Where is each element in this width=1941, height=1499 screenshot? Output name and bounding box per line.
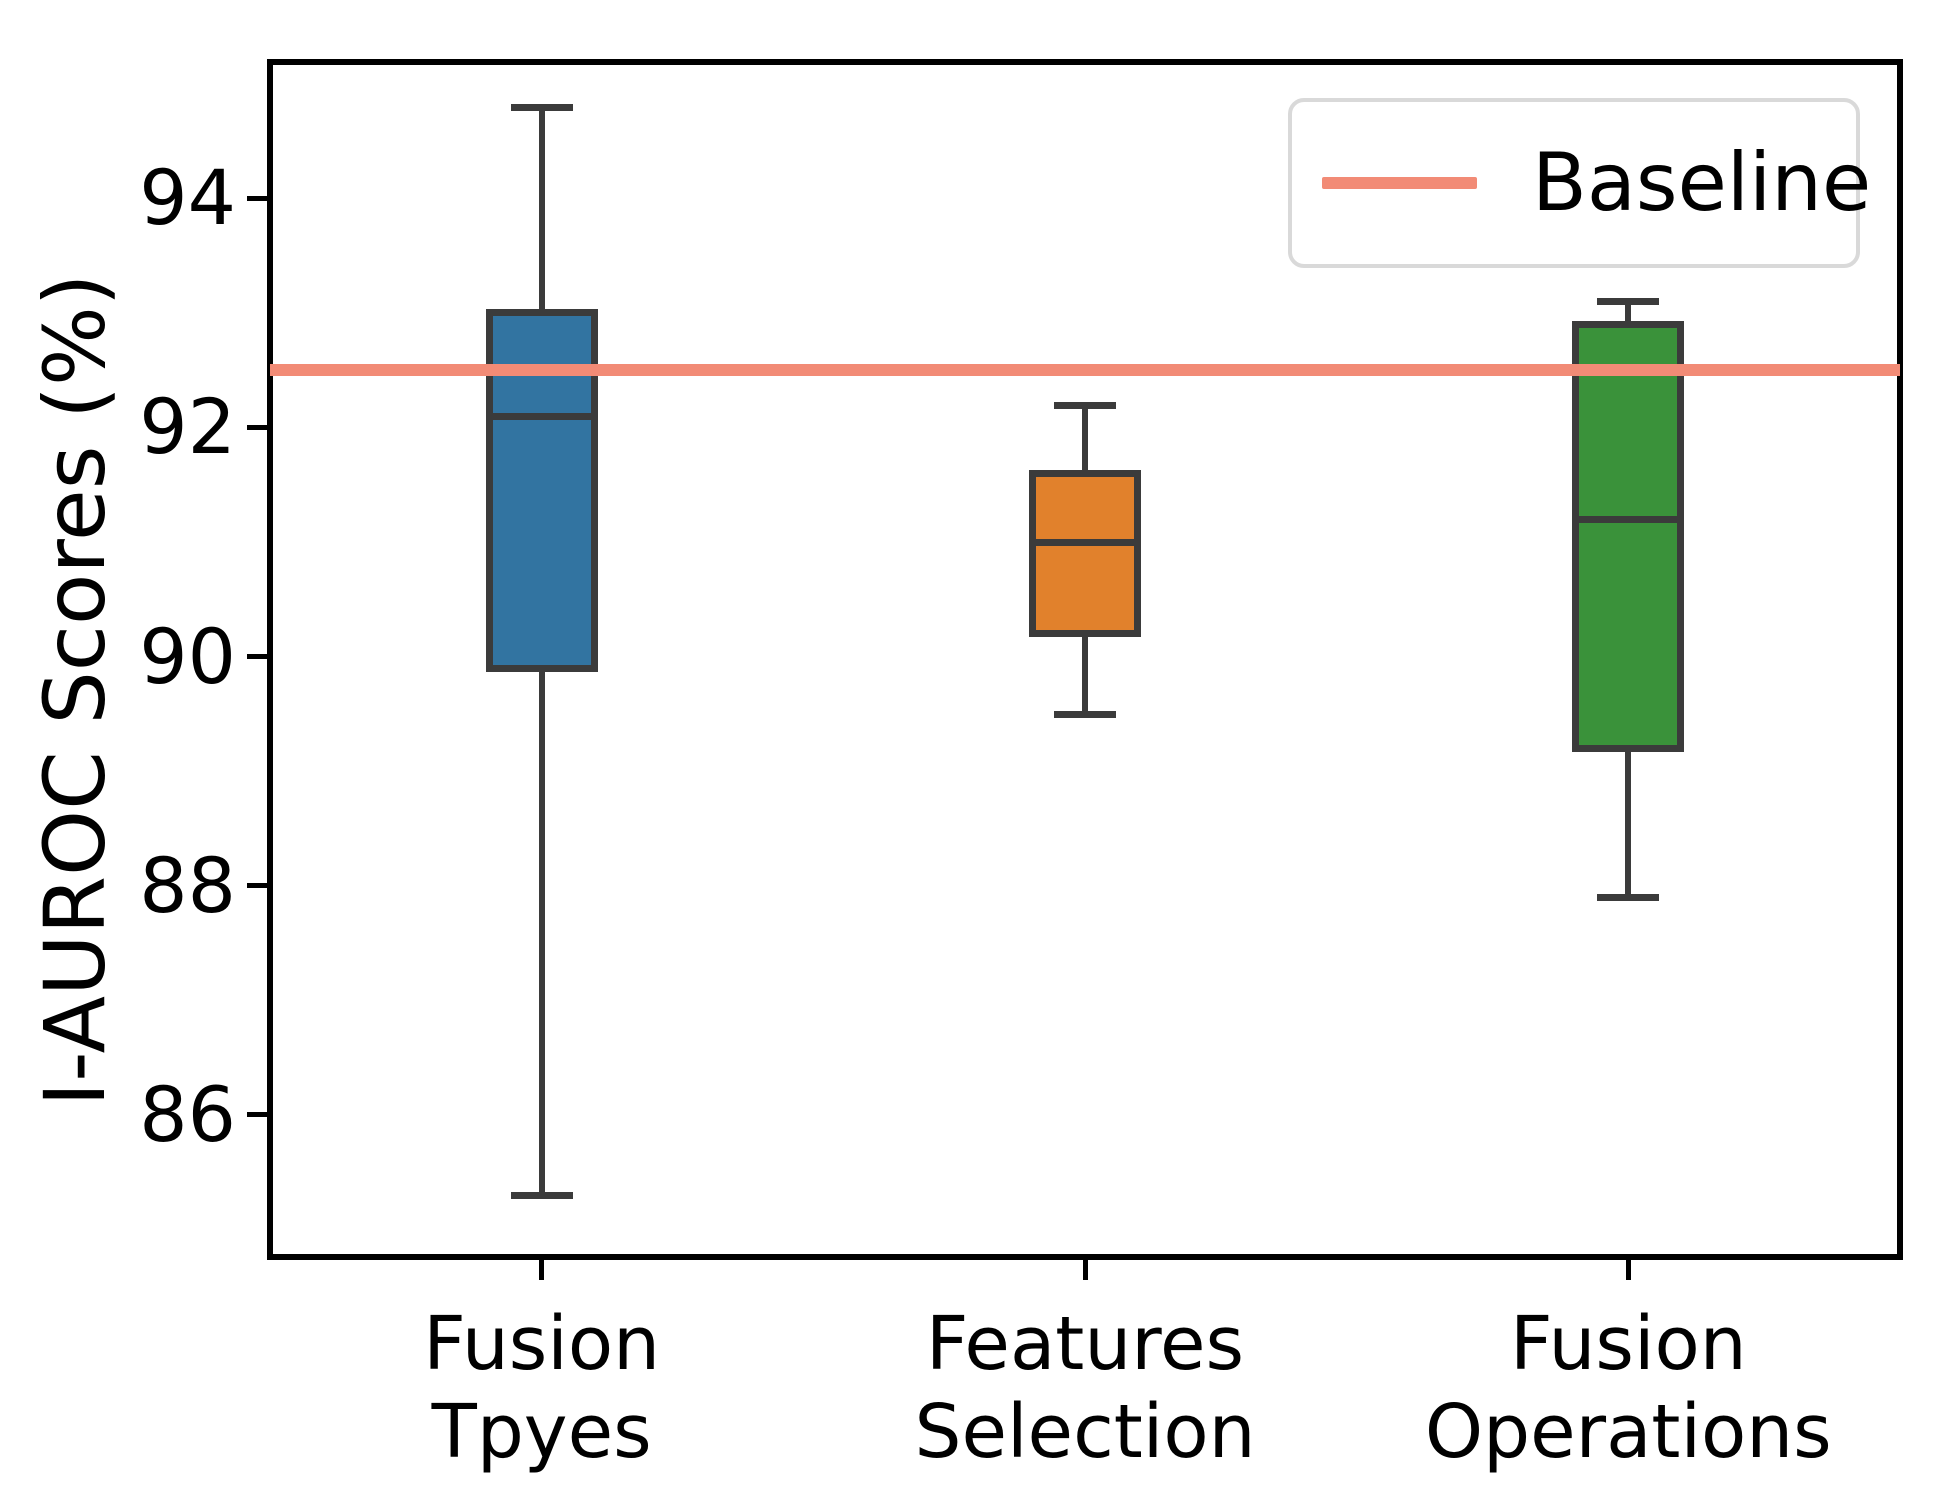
box-features-selection [1029, 469, 1141, 638]
y-tick-mark [247, 424, 267, 430]
x-tick-label-features-selection: Features Selection [785, 1300, 1385, 1476]
y-tick-label: 88 [139, 840, 236, 930]
whisker-cap-bottom-fusion-operations [1597, 894, 1660, 902]
baseline-legend-line-icon [1322, 177, 1477, 189]
x-tick-label-line: Operations [1424, 1389, 1832, 1475]
y-tick-label: 86 [139, 1069, 236, 1159]
x-tick-label-fusion-operations: Fusion Operations [1328, 1300, 1928, 1476]
legend-label: Baseline [1532, 136, 1872, 229]
x-tick-label-line: Features [925, 1301, 1245, 1387]
x-tick-label-line: Selection [914, 1389, 1256, 1475]
x-tick-label-line: Fusion [423, 1301, 661, 1387]
y-tick-label: 90 [139, 611, 236, 701]
median-line-fusion-operations [1579, 515, 1678, 523]
median-line-features-selection [1036, 538, 1134, 546]
median-line-fusion-tpyes [492, 412, 591, 420]
whisker-cap-top-fusion-tpyes [510, 103, 573, 111]
whisker-cap-bottom-features-selection [1054, 710, 1116, 718]
x-tick-mark [1625, 1260, 1631, 1280]
y-tick-mark [247, 654, 267, 660]
baseline-line [270, 364, 1900, 377]
x-tick-label-line: Tpyes [431, 1389, 652, 1475]
whisker-lower-fusion-operations [1625, 748, 1632, 898]
whisker-upper-fusion-operations [1625, 301, 1632, 325]
whisker-lower-fusion-tpyes [538, 668, 545, 1196]
y-tick-mark [247, 1112, 267, 1118]
y-tick-label: 94 [139, 153, 236, 243]
x-tick-mark [539, 1260, 545, 1280]
plot-area [267, 59, 1903, 1260]
whisker-upper-fusion-tpyes [538, 106, 545, 313]
box-fusion-operations [1572, 320, 1685, 752]
whisker-cap-bottom-fusion-tpyes [510, 1192, 573, 1200]
y-tick-label: 92 [139, 382, 236, 472]
x-tick-label-line: Fusion [1509, 1301, 1747, 1387]
whisker-cap-top-features-selection [1054, 401, 1116, 409]
whisker-lower-features-selection [1082, 633, 1088, 714]
whisker-upper-features-selection [1082, 404, 1088, 474]
y-tick-mark [247, 883, 267, 889]
legend: Baseline [1288, 98, 1871, 268]
whisker-cap-top-fusion-operations [1597, 298, 1660, 306]
x-tick-mark [1082, 1260, 1088, 1280]
y-tick-mark [247, 195, 267, 201]
x-tick-label-fusion-tpyes: Fusion Tpyes [242, 1300, 842, 1476]
